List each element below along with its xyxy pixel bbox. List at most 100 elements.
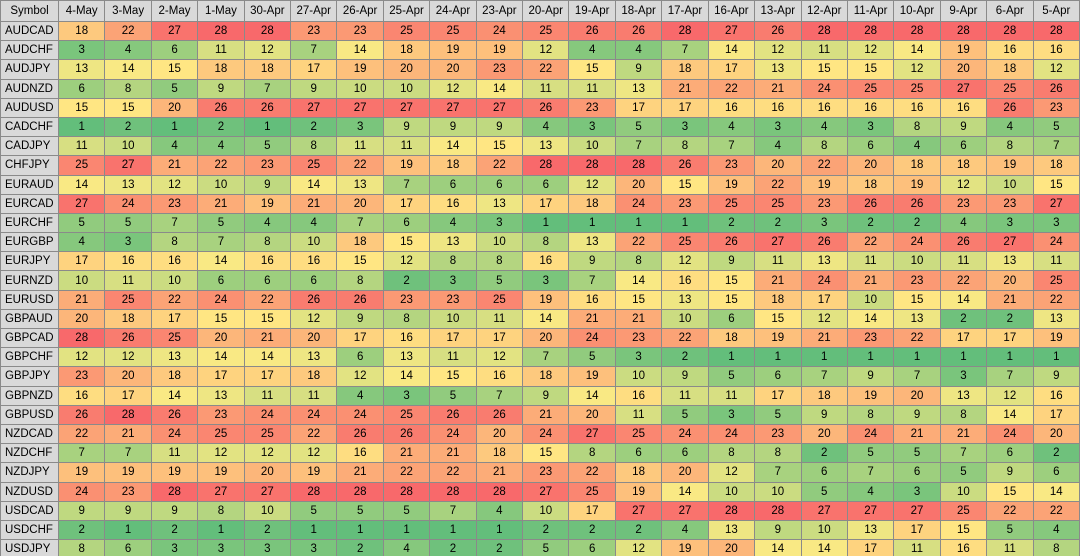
symbol-cell: USDCAD [0, 500, 59, 521]
value-cell: 22 [661, 327, 709, 349]
value-cell: 13 [707, 519, 756, 541]
value-cell: 26 [336, 289, 384, 310]
value-cell: 8 [754, 443, 802, 464]
value-cell: 14 [197, 347, 245, 368]
value-cell: 19 [1032, 327, 1080, 349]
value-cell: 24 [661, 423, 709, 445]
value-cell: 23 [382, 289, 431, 310]
column-header: 17-Apr [661, 0, 709, 22]
value-cell: 14 [104, 59, 152, 80]
value-cell: 26 [150, 404, 199, 425]
value-cell: 25 [939, 500, 988, 521]
value-cell: 7 [986, 366, 1034, 387]
value-cell: 13 [893, 308, 941, 330]
value-cell: 20 [986, 270, 1034, 291]
value-cell: 10 [336, 78, 384, 99]
value-cell: 1 [893, 347, 941, 368]
value-cell: 20 [290, 327, 338, 349]
value-cell: 1 [754, 347, 802, 368]
value-cell: 8 [986, 136, 1034, 157]
column-header: 6-Apr [986, 0, 1034, 22]
symbol-cell: CADCHF [0, 116, 59, 138]
value-cell: 4 [382, 539, 431, 556]
value-cell: 14 [939, 289, 988, 310]
value-cell: 9 [522, 385, 570, 406]
value-cell: 8 [150, 232, 199, 253]
value-cell: 15 [939, 519, 988, 541]
column-header: 3-May [104, 0, 152, 22]
value-cell: 3 [382, 385, 431, 406]
value-cell: 19 [986, 155, 1034, 176]
value-cell: 15 [382, 232, 431, 253]
value-cell: 10 [197, 174, 245, 195]
value-cell: 24 [986, 423, 1034, 445]
value-cell: 8 [893, 116, 941, 138]
value-cell: 15 [1032, 174, 1080, 195]
value-cell: 23 [939, 193, 988, 214]
value-cell: 7 [336, 212, 384, 234]
value-cell: 23 [614, 327, 663, 349]
data-row: GBPCHF 12 12 13 14 14 13 6 13 11 12 7 5 3 2 1 1 1 1 1 1 1 1 [0, 347, 1080, 368]
value-cell: 9 [986, 462, 1034, 483]
value-cell: 22 [290, 423, 338, 445]
value-cell: 20 [939, 59, 988, 80]
value-cell: 16 [939, 97, 988, 118]
value-cell: 12 [707, 462, 756, 483]
value-cell: 17 [1032, 404, 1080, 425]
data-row: AUDNZD 6 8 5 9 7 9 10 10 12 14 11 11 13 21 22 21 24 25 25 27… [0, 78, 1080, 99]
value-cell: 11 [568, 78, 616, 99]
value-cell: 26 [1032, 78, 1080, 99]
value-cell: 25 [568, 481, 616, 502]
value-cell: 24 [800, 270, 848, 291]
value-cell: 13 [104, 174, 152, 195]
value-cell: 28 [614, 155, 663, 176]
value-cell: 26 [290, 289, 338, 310]
value-cell: 1 [707, 347, 756, 368]
value-cell: 14 [800, 539, 848, 556]
value-cell: 22 [800, 155, 848, 176]
value-cell: 2 [661, 347, 709, 368]
value-cell: 14 [893, 40, 941, 61]
value-cell: 27 [846, 500, 895, 521]
data-row: NZDJPY 19 19 19 19 20 19 21 22 22 21 23 22 18 20 12 7 6 7 6… [0, 462, 1080, 483]
value-cell: 20 [1032, 423, 1080, 445]
value-cell: 14 [290, 174, 338, 195]
value-cell: 14 [475, 78, 524, 99]
value-cell: 21 [243, 327, 292, 349]
data-row: USDJPY 8 6 3 3 3 3 2 4 2 2 5 6 12 19 20 14 14 17 11 16 11 8 [0, 539, 1080, 556]
value-cell: 10 [939, 481, 988, 502]
value-cell: 9 [104, 500, 152, 521]
value-cell: 3 [57, 40, 106, 61]
symbol-cell: AUDUSD [0, 97, 59, 118]
value-cell: 25 [243, 423, 292, 445]
value-cell: 14 [614, 270, 663, 291]
value-cell: 14 [382, 366, 431, 387]
value-cell: 24 [243, 404, 292, 425]
value-cell: 16 [846, 97, 895, 118]
value-cell: 22 [429, 462, 477, 483]
value-cell: 1 [150, 116, 199, 138]
value-cell: 3 [104, 232, 152, 253]
value-cell: 13 [290, 347, 338, 368]
value-cell: 20 [475, 423, 524, 445]
value-cell: 25 [1032, 270, 1080, 291]
value-cell: 27 [290, 97, 338, 118]
value-cell: 9 [429, 116, 477, 138]
value-cell: 2 [707, 212, 756, 234]
value-cell: 9 [707, 251, 756, 272]
value-cell: 23 [661, 193, 709, 214]
symbol-cell: AUDNZD [0, 78, 59, 99]
value-cell: 17 [846, 539, 895, 556]
value-cell: 24 [290, 404, 338, 425]
column-header: 26-Apr [336, 0, 384, 22]
data-row: EURCAD 27 24 23 21 19 21 20 17 16 13 17 18 24 23 25 25 23… [0, 193, 1080, 214]
value-cell: 7 [57, 443, 106, 464]
value-cell: 8 [382, 308, 431, 330]
value-cell: 20 [382, 59, 431, 80]
value-cell: 12 [754, 40, 802, 61]
value-cell: 27 [1032, 193, 1080, 214]
data-row: AUDUSD 15 15 20 26 26 27 27 27 27 27 26 23 17 17 16 16 16… [0, 97, 1080, 118]
value-cell: 20 [150, 97, 199, 118]
data-row: GBPCAD 28 26 25 20 21 20 17 16 17 17 20 24 23 22 18 19 21… [0, 327, 1080, 349]
